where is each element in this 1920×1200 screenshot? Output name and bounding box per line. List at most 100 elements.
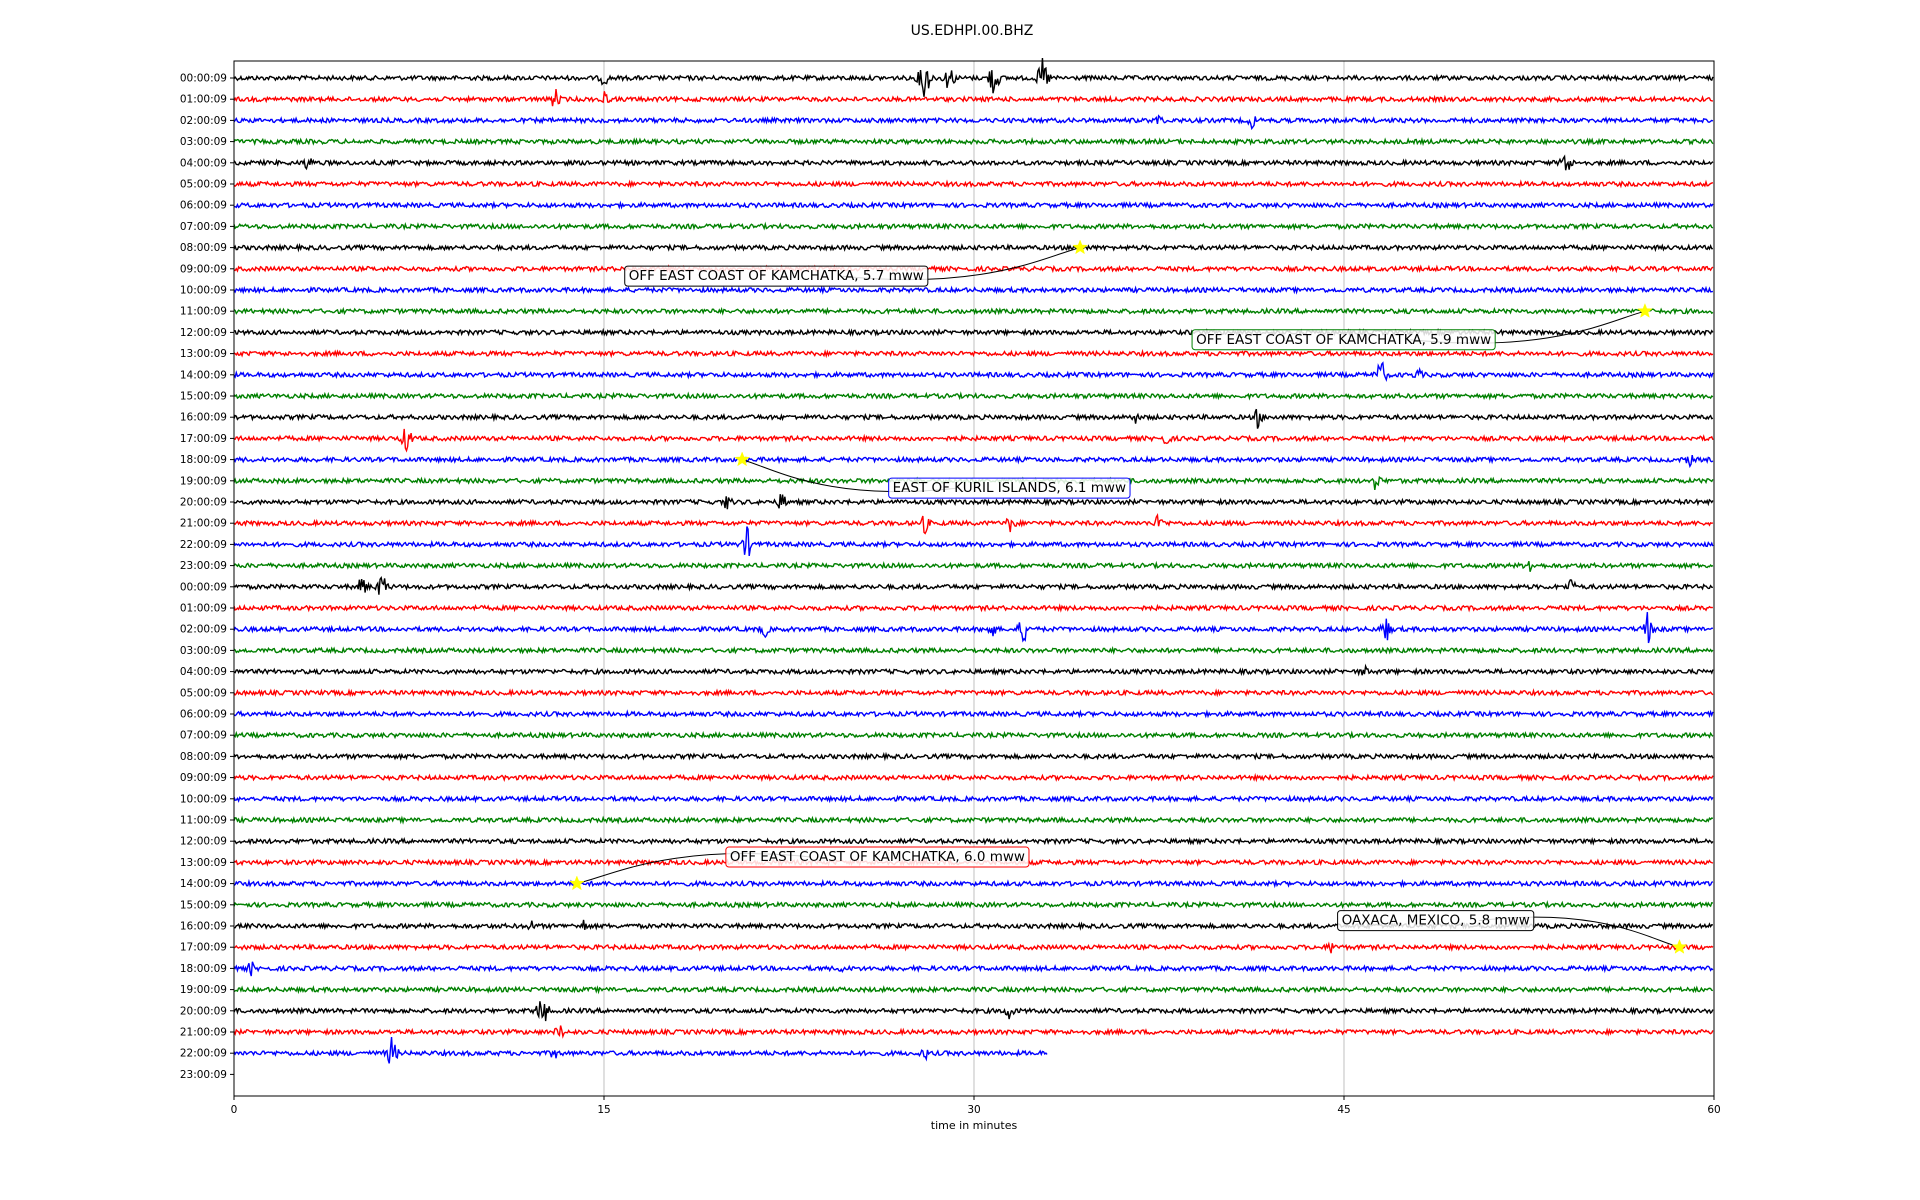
y-tick-label: 15:00:09 xyxy=(180,899,227,911)
event-star-marker xyxy=(734,451,750,467)
x-tick-label: 0 xyxy=(231,1104,238,1116)
trace-row xyxy=(233,428,1714,453)
grid-lines xyxy=(603,61,1345,1096)
y-tick-label: 07:00:09 xyxy=(180,730,227,742)
event-label-box xyxy=(725,846,1030,868)
trace-row xyxy=(233,57,1714,97)
event-annotation: OFF EAST COAST OF KAMCHATKA, 5.9 mww xyxy=(1191,303,1653,351)
trace-row xyxy=(233,200,1714,210)
y-tick-label: 01:00:09 xyxy=(180,94,227,106)
y-tick-label: 08:00:09 xyxy=(180,751,227,763)
trace-row xyxy=(233,408,1714,429)
y-tick-label: 21:00:09 xyxy=(180,518,227,530)
event-star-marker xyxy=(1637,303,1653,318)
trace-row xyxy=(233,221,1714,232)
y-tick-label: 10:00:09 xyxy=(180,285,227,297)
trace-row xyxy=(233,114,1714,131)
y-tick-label: 03:00:09 xyxy=(180,136,227,148)
y-tick-label: 00:00:09 xyxy=(180,581,227,593)
trace-row xyxy=(233,136,1714,147)
y-tick-label: 08:00:09 xyxy=(180,242,227,254)
trace-row xyxy=(233,179,1714,189)
y-tick-label: 02:00:09 xyxy=(180,624,227,636)
trace-row xyxy=(233,751,1714,762)
y-tick-label: 09:00:09 xyxy=(180,263,227,275)
trace-row xyxy=(233,645,1714,655)
x-tick-label: 60 xyxy=(1707,1104,1720,1116)
trace-row xyxy=(233,941,1714,954)
event-label-box xyxy=(624,265,929,287)
trace-row xyxy=(233,361,1714,382)
y-tick-label: 12:00:09 xyxy=(180,327,227,339)
y-tick-label: 04:00:09 xyxy=(180,666,227,678)
chart-title: US.EDHPI.00.BHZ xyxy=(911,23,1034,39)
y-tick-label: 21:00:09 xyxy=(180,1027,227,1039)
event-label-box xyxy=(1191,329,1496,351)
trace-row xyxy=(233,663,1714,677)
trace-row xyxy=(233,688,1714,698)
trace-row xyxy=(233,836,1714,846)
y-tick-label: 06:00:09 xyxy=(180,709,227,721)
y-tick-label: 00:00:09 xyxy=(180,73,227,85)
event-label: OFF EAST COAST OF KAMCHATKA, 5.9 mww xyxy=(1196,332,1491,348)
trace-row xyxy=(233,899,1714,910)
trace-row xyxy=(233,1036,1048,1064)
trace-row xyxy=(233,794,1714,804)
y-tick-label: 02:00:09 xyxy=(180,115,227,127)
trace-row xyxy=(233,878,1714,889)
y-tick-label: 14:00:09 xyxy=(180,878,227,890)
y-tick-label: 09:00:09 xyxy=(180,772,227,784)
y-tick-label: 14:00:09 xyxy=(180,369,227,381)
y-tick-label: 19:00:09 xyxy=(180,475,227,487)
x-tick-label: 15 xyxy=(597,1104,610,1116)
trace-row xyxy=(233,576,1714,595)
trace-row xyxy=(233,603,1713,613)
trace-row xyxy=(233,1025,1714,1039)
event-annotation: OFF EAST COAST OF KAMCHATKA, 6.0 mww xyxy=(569,846,1030,891)
y-tick-label: 23:00:09 xyxy=(180,1069,227,1081)
trace-row xyxy=(233,984,1714,995)
y-tick-label: 12:00:09 xyxy=(180,836,227,848)
earthquake-annotations: OFF EAST COAST OF KAMCHATKA, 5.7 mww OFF … xyxy=(569,239,1688,954)
y-tick-label: 04:00:09 xyxy=(180,157,227,169)
y-tick-label: 17:00:09 xyxy=(180,942,227,954)
trace-row xyxy=(233,560,1714,572)
trace-row xyxy=(233,513,1714,535)
event-star-marker xyxy=(1072,239,1088,255)
event-label-box xyxy=(888,477,1131,499)
y-tick-label: 20:00:09 xyxy=(180,1005,227,1017)
trace-row xyxy=(233,815,1714,825)
y-axis: 00:00:09 01:00:09 02:00:09 03:00:09 04:00:09… xyxy=(180,73,234,1081)
trace-row xyxy=(233,772,1714,783)
trace-row xyxy=(233,730,1714,740)
y-tick-label: 18:00:09 xyxy=(180,963,227,975)
trace-row xyxy=(233,961,1714,977)
x-tick-label: 45 xyxy=(1337,1104,1350,1116)
trace-row xyxy=(233,612,1713,644)
trace-row xyxy=(233,454,1714,469)
trace-row xyxy=(233,494,1714,510)
trace-row xyxy=(233,88,1714,107)
y-tick-label: 01:00:09 xyxy=(180,603,227,615)
y-tick-label: 17:00:09 xyxy=(180,433,227,445)
y-tick-label: 13:00:09 xyxy=(180,857,227,869)
x-axis: 0 15 30 45 60 xyxy=(231,1096,1721,1116)
y-tick-label: 16:00:09 xyxy=(180,921,227,933)
y-tick-label: 15:00:09 xyxy=(180,391,227,403)
x-tick-label: 30 xyxy=(967,1104,980,1116)
event-label: OFF EAST COAST OF KAMCHATKA, 6.0 mww xyxy=(730,849,1025,865)
x-axis-label: time in minutes xyxy=(931,1119,1018,1132)
y-tick-label: 11:00:09 xyxy=(180,306,227,318)
trace-row xyxy=(233,1001,1714,1022)
y-tick-label: 18:00:09 xyxy=(180,454,227,466)
y-tick-label: 05:00:09 xyxy=(180,687,227,699)
y-tick-label: 20:00:09 xyxy=(180,497,227,509)
trace-row xyxy=(233,154,1714,171)
y-tick-label: 06:00:09 xyxy=(180,200,227,212)
trace-row xyxy=(233,306,1714,316)
trace-row xyxy=(233,348,1714,359)
y-tick-label: 23:00:09 xyxy=(180,560,227,572)
trace-row xyxy=(233,709,1714,719)
event-label: OFF EAST COAST OF KAMCHATKA, 5.7 mww xyxy=(629,268,924,284)
